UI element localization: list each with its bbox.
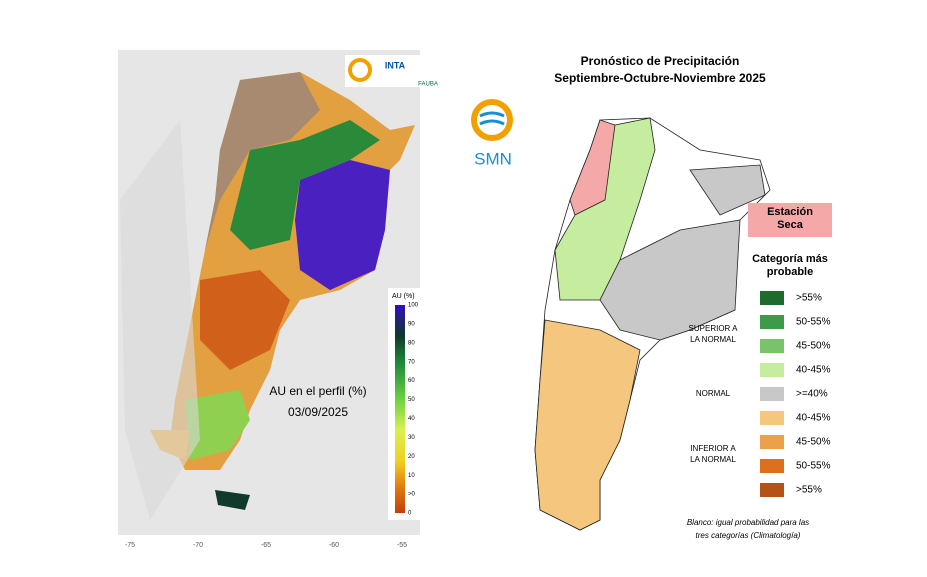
colorbar-label: 20 [408,454,415,460]
legend-label: 45-50% [796,341,831,352]
legend-group: NORMAL [696,389,731,398]
legend-swatch [760,339,784,353]
legend-group: INFERIOR A LA NORMAL [690,444,736,464]
lon-label: -65 [261,542,271,549]
colorbar-label: 40 [408,416,415,422]
colorbar-label: 30 [408,435,415,441]
legend-swatch [760,483,784,497]
legend-swatch [760,435,784,449]
colorbar-label: >0 [408,492,416,498]
map-title: AU en el perfil (%) [269,384,366,398]
legend-swatch [760,363,784,377]
legend-group: SUPERIOR A LA NORMAL [689,324,739,344]
lon-label: -75 [125,542,135,549]
map-date: 03/09/2025 [288,405,348,419]
smn-logo [348,58,372,82]
lon-label: -70 [193,542,203,549]
dry-season-box [748,203,832,237]
smn-logo-waves [479,111,505,126]
smn-logo [471,99,513,141]
colorbar-label: 90 [408,321,415,327]
legend-swatch [760,411,784,425]
logo-text: SMN [474,149,512,168]
colorbar-label: 10 [408,473,415,479]
logo-text: INTA [385,60,406,70]
legend-label: 50-55% [796,461,831,472]
legend-label: >55% [796,293,822,304]
colorbar-title: AU (%) [392,293,415,300]
left-map-shape [120,72,415,520]
right-map-shape [534,117,771,531]
legend-title: Categoría más probable [752,253,828,278]
title: Pronóstico de Precipitación [581,54,740,68]
legend-swatch [760,387,784,401]
lon-label: -60 [329,542,339,549]
legend-label: >=40% [796,389,828,400]
legend-label: 45-50% [796,437,831,448]
colorbar-box [388,288,428,520]
colorbar-label: 0 [408,511,412,517]
colorbar [395,305,405,513]
legend-label: >55% [796,485,822,496]
colorbar-label: 60 [408,378,415,384]
colorbar-label: 70 [408,359,415,365]
colorbar-label: 80 [408,340,415,346]
subtitle: Septiembre-Octubre-Noviembre 2025 [554,71,766,85]
lon-label: -55 [397,542,407,549]
dry-season-label: Estación Seca [767,206,813,231]
legend-label: 40-45% [796,413,831,424]
note: Blanco: igual probabilidad para las tres … [687,518,809,540]
legend-swatch [760,291,784,305]
logo-text: FAUBA [418,82,438,88]
legend-swatch [760,315,784,329]
colorbar-label: 50 [408,397,415,403]
legend-label: 50-55% [796,317,831,328]
legend-swatch [760,459,784,473]
colorbar-label: 100 [408,303,419,309]
legend-label: 40-45% [796,365,831,376]
